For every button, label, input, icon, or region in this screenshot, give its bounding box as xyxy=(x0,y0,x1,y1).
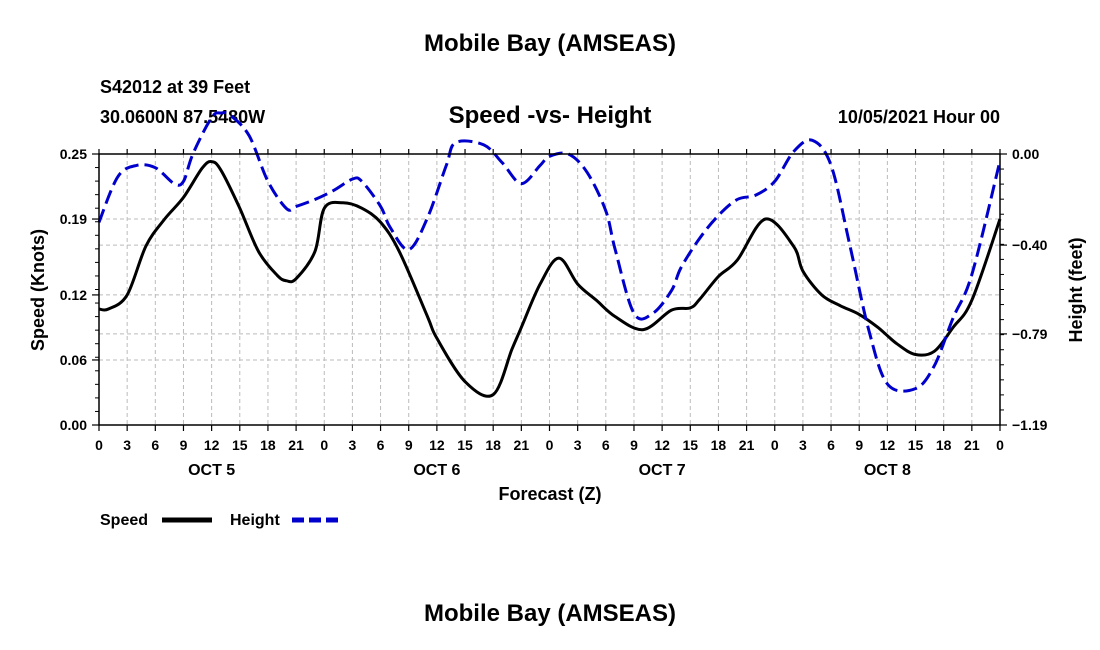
x-tick-label: 9 xyxy=(405,437,413,453)
x-tick-label: 3 xyxy=(349,437,357,453)
x-tick-label: 21 xyxy=(739,437,755,453)
x-tick-label: 3 xyxy=(123,437,131,453)
x-tick-label: 12 xyxy=(429,437,445,453)
chart-title: Mobile Bay (AMSEAS) xyxy=(423,30,677,57)
x-day-label: OCT 6 xyxy=(413,462,460,479)
x-tick-label: 18 xyxy=(485,437,501,453)
x-tick-label: 0 xyxy=(996,437,1004,453)
x-tick-label: 0 xyxy=(771,437,779,453)
x-tick-label: 6 xyxy=(602,437,610,453)
x-day-label: OCT 5 xyxy=(188,462,235,479)
series-line-height xyxy=(97,111,1002,393)
x-tick-label: 18 xyxy=(260,437,276,453)
station-label: S42012 at 39 Feet xyxy=(100,77,251,97)
y-right-tick-label: −0.40 xyxy=(1012,237,1048,253)
x-tick-label: 18 xyxy=(936,437,952,453)
legend: Speed Height xyxy=(100,512,342,529)
x-tick-label: 0 xyxy=(95,437,103,453)
series-line-speed xyxy=(98,160,1002,398)
x-tick-label: 0 xyxy=(320,437,328,453)
y-left-tick-label: 0.06 xyxy=(60,352,87,368)
y-left-tick-label: 0.25 xyxy=(60,146,87,162)
x-tick-label: 21 xyxy=(288,437,304,453)
forecast-datetime: 10/05/2021 Hour 00 xyxy=(837,107,1000,127)
y-left-tick-label: 0.19 xyxy=(60,211,87,227)
x-tick-label: 9 xyxy=(855,437,863,453)
y-axis-right-label: Height (feet) xyxy=(1066,238,1086,343)
x-tick-label: 6 xyxy=(827,437,835,453)
axes-layer: 0.00 0.06 0.12 0.19 0.25 −1.19 −0.79 −0.40 0.00 0… xyxy=(60,146,1048,479)
x-day-label: OCT 8 xyxy=(864,462,911,479)
footer-title: Mobile Bay (AMSEAS) xyxy=(423,600,677,627)
x-tick-label: 15 xyxy=(457,437,473,453)
x-tick-label: 9 xyxy=(630,437,638,453)
grid-layer xyxy=(99,154,1000,425)
legend-speed-label: Speed xyxy=(100,512,148,529)
y-left-tick-label: 0.12 xyxy=(60,287,87,303)
x-tick-label: 3 xyxy=(799,437,807,453)
x-tick-label: 18 xyxy=(711,437,727,453)
series-layer xyxy=(97,111,1002,398)
chart-subtitle: Speed -vs- Height xyxy=(448,102,652,129)
x-tick-label: 21 xyxy=(514,437,530,453)
x-tick-label: 15 xyxy=(682,437,698,453)
x-tick-label: 9 xyxy=(180,437,188,453)
x-tick-label: 21 xyxy=(964,437,980,453)
x-tick-label: 15 xyxy=(908,437,924,453)
x-tick-label: 12 xyxy=(204,437,220,453)
x-tick-label: 0 xyxy=(546,437,554,453)
y-right-tick-label: −0.79 xyxy=(1012,326,1048,342)
x-tick-label: 15 xyxy=(232,437,248,453)
legend-height-label: Height xyxy=(230,512,280,529)
y-right-tick-label: 0.00 xyxy=(1012,146,1039,162)
y-left-tick-label: 0.00 xyxy=(60,417,87,433)
x-tick-label: 6 xyxy=(151,437,159,453)
x-axis-label: Forecast (Z) xyxy=(498,484,601,504)
x-tick-label: 12 xyxy=(654,437,670,453)
x-tick-label: 3 xyxy=(574,437,582,453)
x-tick-label: 12 xyxy=(880,437,896,453)
x-tick-label: 6 xyxy=(377,437,385,453)
y-right-tick-label: −1.19 xyxy=(1012,417,1048,433)
x-day-label: OCT 7 xyxy=(639,462,686,479)
y-axis-left-label: Speed (Knots) xyxy=(28,229,48,351)
